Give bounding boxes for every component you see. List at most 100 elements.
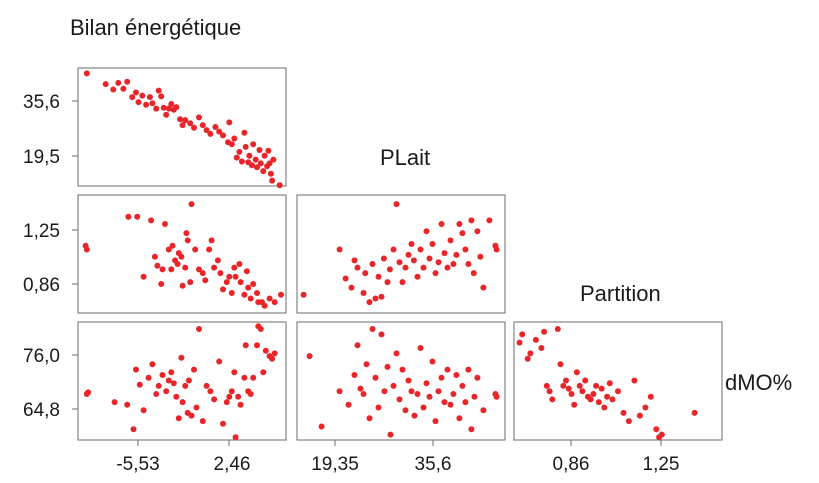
data-point xyxy=(571,401,578,408)
data-point xyxy=(223,399,230,406)
data-point xyxy=(207,130,214,137)
data-point xyxy=(241,374,248,381)
data-point xyxy=(444,264,451,271)
data-point xyxy=(134,213,141,220)
data-point xyxy=(468,426,475,433)
data-point xyxy=(165,377,172,384)
data-point xyxy=(593,382,600,389)
data-point xyxy=(266,295,273,302)
data-point xyxy=(450,261,457,267)
data-point xyxy=(163,388,170,395)
ytick-label: 1,25 xyxy=(23,221,60,242)
data-point xyxy=(410,257,417,264)
data-point xyxy=(642,404,649,411)
data-point xyxy=(124,78,131,85)
data-point xyxy=(557,361,564,368)
data-point xyxy=(260,168,267,175)
data-point xyxy=(155,87,162,94)
data-point xyxy=(318,423,325,430)
data-point xyxy=(178,253,185,260)
data-point xyxy=(532,336,539,343)
data-point xyxy=(83,246,90,253)
data-point xyxy=(429,241,436,247)
data-point xyxy=(257,160,264,167)
data-point xyxy=(212,124,219,130)
ytick-label: 19,5 xyxy=(23,147,60,168)
data-point xyxy=(493,393,500,400)
data-point xyxy=(541,328,548,335)
data-point xyxy=(493,246,500,253)
data-point xyxy=(252,156,259,163)
data-point xyxy=(516,339,523,346)
data-point xyxy=(226,393,233,400)
data-point xyxy=(183,230,190,237)
data-point xyxy=(653,426,660,433)
data-point xyxy=(154,262,161,269)
data-point xyxy=(173,104,180,111)
data-point xyxy=(615,388,621,395)
data-point xyxy=(604,393,611,400)
data-point xyxy=(372,295,379,302)
data-point xyxy=(375,273,382,280)
data-point xyxy=(342,275,349,282)
data-point xyxy=(173,393,180,400)
xtick-label: 0,86 xyxy=(553,454,590,475)
data-point xyxy=(256,147,263,153)
data-point xyxy=(196,266,202,273)
data-point xyxy=(560,382,567,389)
data-point xyxy=(191,124,197,131)
data-point xyxy=(135,99,142,106)
data-point xyxy=(249,162,255,169)
data-point xyxy=(408,241,415,247)
data-point xyxy=(232,273,239,280)
data-point xyxy=(462,246,469,253)
data-point xyxy=(158,281,165,287)
data-point xyxy=(393,201,400,208)
data-point xyxy=(381,388,388,395)
data-point xyxy=(182,117,189,124)
data-point xyxy=(354,342,361,349)
data-point xyxy=(429,358,436,365)
data-point xyxy=(563,377,569,384)
data-point xyxy=(426,393,433,400)
data-point xyxy=(386,266,393,273)
data-point xyxy=(207,388,214,395)
data-point xyxy=(363,361,370,368)
data-point xyxy=(471,393,478,400)
data-point xyxy=(241,291,248,298)
xtick-label: 1,25 xyxy=(643,454,680,475)
data-point xyxy=(133,366,139,373)
data-point xyxy=(226,273,233,280)
data-point xyxy=(606,380,613,387)
data-point xyxy=(232,434,239,441)
data-point xyxy=(266,160,273,167)
xtick-label: 19,35 xyxy=(311,454,359,475)
data-point xyxy=(336,388,343,395)
data-point xyxy=(357,385,364,392)
data-point xyxy=(211,264,218,271)
data-point xyxy=(465,261,472,267)
data-point xyxy=(384,279,391,286)
data-point xyxy=(658,431,665,438)
data-point xyxy=(354,264,361,271)
data-point xyxy=(203,127,210,134)
data-point xyxy=(360,290,367,296)
data-point xyxy=(235,393,242,400)
data-point xyxy=(188,412,195,419)
data-point xyxy=(420,404,427,411)
data-point xyxy=(390,382,397,389)
data-point xyxy=(120,85,127,92)
data-point xyxy=(236,261,243,267)
data-point xyxy=(378,293,385,300)
data-point xyxy=(125,213,132,220)
data-point xyxy=(459,382,466,389)
data-point xyxy=(426,255,433,262)
data-point xyxy=(453,372,460,378)
data-point xyxy=(444,366,451,373)
data-point xyxy=(372,374,379,381)
data-point xyxy=(462,399,469,406)
data-point xyxy=(214,257,221,264)
data-point xyxy=(465,366,472,373)
data-point xyxy=(168,266,175,273)
data-point xyxy=(414,273,421,280)
